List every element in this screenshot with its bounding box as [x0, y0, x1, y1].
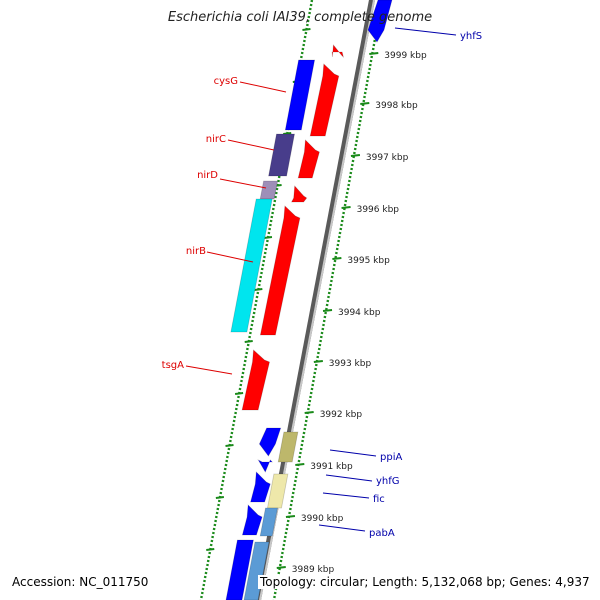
gene-nirD-block — [259, 180, 279, 200]
scale-label: 3998 kbp — [375, 101, 418, 111]
gene-label-leader-yhfS — [394, 27, 457, 36]
gene-ppiA-block — [277, 431, 299, 463]
inner-major-tick — [263, 236, 273, 239]
outer-major-tick — [341, 206, 351, 209]
gene-yhfS-block — [367, 0, 393, 43]
scale-label: 3996 kbp — [357, 205, 400, 215]
gene-label-pabA: pabA — [369, 528, 395, 539]
gene-label-leader-tsgA — [185, 365, 233, 375]
gene-nirB-reverse-block — [259, 205, 301, 336]
inner-major-tick — [206, 548, 215, 551]
gene-cysG-block — [284, 59, 316, 131]
gene-nirD-reverse-block — [290, 185, 308, 203]
inner-major-tick — [244, 340, 253, 343]
gene-tsgA-block — [241, 349, 270, 411]
gene-label-yhfS: yhfS — [460, 31, 482, 42]
gene-label-leader-nirD — [219, 178, 267, 189]
outer-major-tick — [350, 154, 361, 157]
outer-major-tick — [313, 360, 323, 363]
gene-label-leader-ppiA — [329, 449, 377, 457]
scale-label: 3989 kbp — [292, 565, 335, 575]
gene-label-leader-cysG — [239, 81, 287, 93]
gene-cysG-reverse-block — [309, 63, 340, 137]
outer-major-tick — [369, 52, 379, 55]
gene-label-leader-yhfG — [325, 474, 373, 482]
outer-major-tick — [285, 515, 296, 518]
inner-major-tick — [215, 496, 224, 499]
scale-label: 3993 kbp — [329, 359, 372, 369]
scale-label: 3992 kbp — [320, 410, 363, 420]
gene-yhfG-block — [250, 471, 271, 503]
outer-major-tick — [322, 309, 333, 312]
gene-label-leader-fic — [322, 492, 370, 499]
inner-major-tick — [254, 288, 263, 291]
gene-label-nirB: nirB — [186, 246, 206, 257]
scale-label: 3994 kbp — [338, 308, 381, 318]
gene-lower-4-block — [225, 539, 254, 600]
outer-major-tick — [295, 463, 305, 466]
inner-major-tick — [225, 444, 234, 447]
outer-major-tick — [360, 102, 370, 105]
inner-major-tick — [302, 28, 311, 31]
gene-pabA-block — [259, 507, 278, 537]
gene-nirC-block — [268, 133, 295, 177]
scale-label: 3991 kbp — [310, 462, 353, 472]
gene-label-ppiA: ppiA — [380, 452, 402, 463]
topology-summary: Topology: circular; Length: 5,132,068 bp… — [258, 575, 592, 589]
outer-major-tick — [276, 566, 286, 569]
gene-small-reverse — [331, 43, 345, 59]
gene-label-leader-pabA — [318, 524, 366, 532]
gene-label-cysG: cysG — [214, 76, 238, 87]
inner-major-tick — [234, 392, 244, 395]
gene-label-fic: fic — [373, 494, 385, 505]
gene-label-leader-nirB — [206, 251, 254, 263]
accession-label: Accession: NC_011750 — [10, 575, 151, 589]
gene-label-yhfG: yhfG — [376, 476, 400, 487]
gene-label-nirC: nirC — [206, 134, 226, 145]
outer-major-tick — [304, 411, 314, 414]
gene-fic-block — [267, 473, 289, 509]
gene-lower-1-block — [258, 427, 282, 457]
gene-lower-3-block — [241, 504, 263, 536]
gene-lower-2-block — [257, 459, 274, 473]
scale-label: 3990 kbp — [301, 514, 344, 524]
scale-label: 3999 kbp — [384, 51, 427, 61]
scale-label: 3995 kbp — [347, 256, 390, 266]
gene-lower-5-block — [243, 541, 270, 600]
scale-label: 3997 kbp — [366, 153, 409, 163]
gene-nirC-reverse-block — [297, 139, 320, 179]
gene-label-nirD: nirD — [197, 170, 218, 181]
gene-label-leader-nirC — [227, 139, 275, 151]
gene-label-tsgA: tsgA — [162, 360, 184, 371]
map-title: Escherichia coli IAI39, complete genome — [167, 10, 433, 25]
inner-major-tick — [283, 132, 292, 135]
outer-major-tick — [332, 257, 342, 260]
gene-nirB-block — [230, 198, 273, 333]
